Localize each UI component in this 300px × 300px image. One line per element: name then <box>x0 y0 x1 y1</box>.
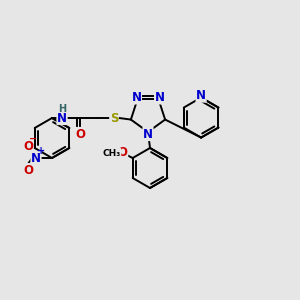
Text: O: O <box>23 140 33 152</box>
Text: S: S <box>110 112 118 124</box>
Text: −: − <box>29 134 37 144</box>
Text: O: O <box>118 146 128 160</box>
Text: O: O <box>75 128 85 140</box>
Text: CH₃: CH₃ <box>103 148 121 158</box>
Text: N: N <box>196 89 206 102</box>
Text: N: N <box>154 91 165 104</box>
Text: H: H <box>58 104 66 114</box>
Text: N: N <box>143 128 153 140</box>
Text: +: + <box>37 146 45 156</box>
Text: O: O <box>23 164 33 176</box>
Text: N: N <box>31 152 41 164</box>
Text: N: N <box>131 91 141 104</box>
Text: N: N <box>57 112 67 124</box>
